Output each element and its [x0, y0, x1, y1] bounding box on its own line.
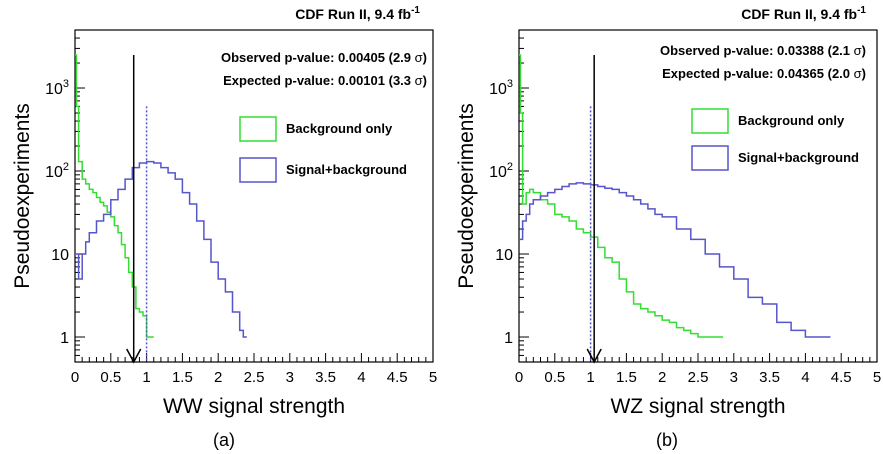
y-tick-label: 103 — [489, 78, 513, 98]
x-tick-label: 0.5 — [544, 369, 565, 386]
panel-label: (a) — [213, 430, 235, 450]
plot-content: 0 0.5 1 1.5 2 2.5 3 3.5 4 4.5 5 1 10 102 103 — [489, 37, 881, 386]
x-tick-label: 0 — [515, 369, 523, 386]
x-tick-label: 5 — [429, 369, 437, 386]
legend-swatch-signal — [239, 157, 277, 183]
y-tick-label: 1 — [60, 330, 69, 347]
legend-swatch-background — [239, 116, 277, 142]
panel-label: (b) — [656, 430, 678, 450]
x-tick-label: 2.5 — [244, 369, 265, 386]
y-tick-label: 10 — [51, 247, 69, 264]
panel-b: CDF Run II, 9.4 fb-1 0 0.5 1 1.5 2 2.5 3 3.5 4 4.… — [455, 5, 881, 450]
observed-annotation: Observed p-value: 0.03388 (2.1 σ) — [660, 43, 866, 58]
x-tick-label: 4.5 — [387, 369, 408, 386]
y-axis-label: Pseudoexperiments — [11, 103, 34, 289]
expected-annotation: Expected p-value: 0.00101 (3.3 σ) — [223, 73, 427, 88]
legend: Background only Signal+background — [239, 116, 407, 183]
expected-annotation: Expected p-value: 0.04365 (2.0 σ) — [662, 66, 866, 81]
y-tick-label: 103 — [45, 78, 69, 98]
x-axis-label: WW signal strength — [163, 395, 345, 418]
plot-content: 0 0.5 1 1.5 2 2.5 3 3.5 4 4.5 5 1 10 102 103 — [45, 37, 437, 386]
observed-arrowhead — [126, 348, 142, 364]
x-tick-label: 2 — [658, 369, 666, 386]
series-signal-background — [519, 182, 831, 338]
x-axis-label: WZ signal strength — [610, 395, 785, 418]
x-tick-label: 4 — [801, 369, 809, 386]
panel-a: CDF Run II, 9.4 fb-1 0 0.5 1 1.5 2 2.5 3 3.5 4 4.… — [11, 5, 437, 450]
y-axis-label: Pseudoexperiments — [455, 103, 478, 289]
x-tick-label: 0 — [71, 369, 79, 386]
x-tick-label: 0.5 — [100, 369, 121, 386]
x-tick-label: 3 — [286, 369, 294, 386]
observed-annotation: Observed p-value: 0.00405 (2.9 σ) — [221, 50, 427, 65]
x-tick-label: 4 — [357, 369, 365, 386]
legend: Background only Signal+background — [691, 108, 859, 171]
chart-header: CDF Run II, 9.4 fb-1 — [741, 5, 866, 22]
series-background-only — [519, 54, 724, 338]
legend-swatch-background — [691, 108, 729, 134]
x-tick-label: 1 — [586, 369, 594, 386]
legend-swatch-signal — [691, 145, 729, 171]
x-tick-label: 3 — [730, 369, 738, 386]
observed-arrowhead — [586, 348, 602, 364]
y-tick-label: 10 — [495, 247, 513, 264]
legend-label-signal: Signal+background — [738, 150, 859, 165]
y-tick-label: 102 — [489, 161, 513, 181]
x-tick-label: 1 — [142, 369, 150, 386]
legend-label-signal: Signal+background — [286, 162, 407, 177]
x-tick-label: 3.5 — [315, 369, 336, 386]
legend-label-background: Background only — [738, 113, 845, 128]
x-tick-label: 5 — [873, 369, 881, 386]
x-tick-label: 1.5 — [172, 369, 193, 386]
x-tick-label: 3.5 — [759, 369, 780, 386]
series-background-only — [75, 54, 154, 338]
x-tick-label: 1.5 — [616, 369, 637, 386]
y-tick-label: 1 — [504, 330, 513, 347]
y-tick-label: 102 — [45, 161, 69, 181]
legend-label-background: Background only — [286, 121, 393, 136]
x-tick-label: 2.5 — [688, 369, 709, 386]
series-signal-background — [75, 160, 247, 338]
chart-header: CDF Run II, 9.4 fb-1 — [295, 5, 420, 22]
x-tick-label: 4.5 — [831, 369, 852, 386]
x-tick-label: 2 — [214, 369, 222, 386]
